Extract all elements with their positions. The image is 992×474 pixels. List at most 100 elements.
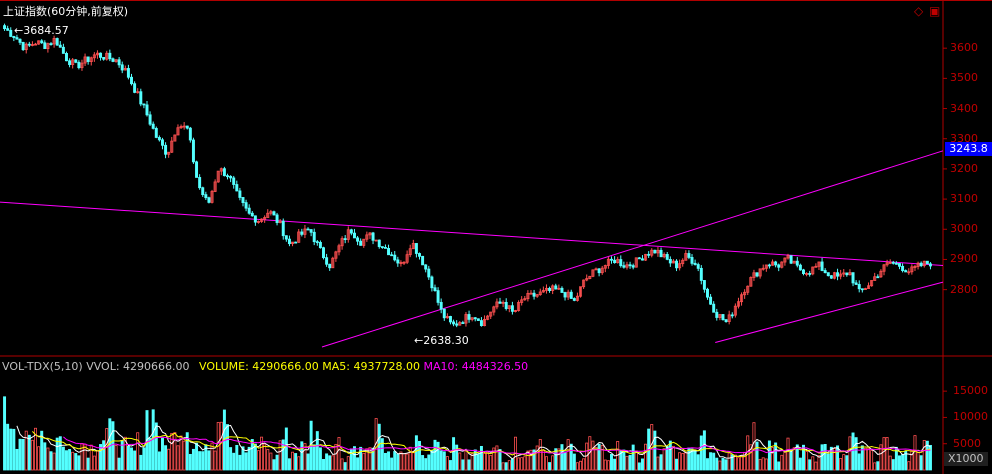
- volume-bar: [349, 448, 353, 471]
- candle-body: [232, 177, 236, 185]
- arrow-icon: ←: [14, 24, 24, 37]
- volume-bar: [164, 445, 168, 471]
- candle-body: [241, 197, 245, 204]
- volume-ma20-line: [63, 436, 931, 455]
- candle-body: [730, 314, 734, 317]
- candle-body: [40, 40, 44, 44]
- candle-body: [294, 241, 298, 244]
- candle-body: [442, 308, 446, 319]
- candle-body: [656, 249, 660, 254]
- candle-body: [863, 288, 867, 290]
- volume-bar: [232, 452, 236, 471]
- volume-bar: [9, 428, 13, 471]
- volume-bar: [241, 446, 245, 471]
- volume-bar: [839, 458, 843, 471]
- candle-body: [297, 231, 301, 243]
- volume-bar: [702, 430, 706, 471]
- volume-bar: [560, 444, 564, 471]
- candle-body: [408, 248, 412, 256]
- candle-body: [303, 228, 307, 235]
- volume-bar: [303, 443, 307, 471]
- candle-body: [492, 306, 496, 313]
- candle-body: [424, 264, 428, 270]
- candle-body: [839, 273, 843, 277]
- candle-body: [337, 245, 341, 253]
- volume-bar: [860, 445, 864, 471]
- volume-bar: [867, 448, 871, 471]
- volume-bar: [337, 437, 341, 471]
- volume-bar: [718, 460, 722, 471]
- volume-bar: [37, 446, 41, 471]
- candle-body: [882, 264, 886, 272]
- price-tick-label: 2900: [950, 252, 978, 266]
- volume-bar: [68, 449, 72, 471]
- candle-body: [541, 289, 545, 293]
- candle-body: [740, 294, 744, 303]
- candle-body: [167, 151, 171, 155]
- volume-bar: [925, 440, 929, 471]
- candle-body: [411, 243, 415, 250]
- volume-bar: [845, 455, 849, 471]
- candle-body: [445, 316, 449, 319]
- volume-bar: [198, 451, 202, 471]
- volume-bar: [625, 455, 629, 471]
- volume-bar: [761, 457, 765, 471]
- candle-body: [222, 168, 226, 177]
- candle-body: [483, 318, 487, 327]
- candle-body: [390, 254, 394, 257]
- candle-body: [467, 314, 471, 320]
- candle-body: [795, 260, 799, 266]
- volume-bar: [114, 445, 118, 471]
- candle-body: [306, 228, 310, 231]
- candle-body: [374, 239, 378, 242]
- volume-bar: [297, 456, 301, 471]
- candle-body: [820, 261, 824, 271]
- candle-body: [684, 253, 688, 261]
- candle-body: [774, 261, 778, 266]
- candle-body: [247, 207, 251, 214]
- volume-bar: [58, 436, 62, 471]
- candle-body: [532, 292, 536, 297]
- candle-body: [331, 257, 335, 269]
- candle-body: [399, 262, 403, 264]
- volume-bar: [826, 453, 830, 471]
- candle-body: [343, 238, 347, 241]
- candle-body: [244, 202, 248, 209]
- volume-bar: [287, 458, 291, 471]
- candle-body: [83, 56, 87, 64]
- candle-body: [913, 266, 917, 268]
- volume-bar: [523, 456, 527, 471]
- candle-body: [792, 260, 796, 264]
- candle-body: [359, 240, 363, 246]
- candle-body: [117, 59, 121, 66]
- candle-body: [557, 287, 561, 290]
- candle-body: [318, 242, 322, 249]
- candle-body: [925, 260, 929, 265]
- window-icon[interactable]: ▣: [929, 4, 941, 18]
- volume-bar: [569, 443, 573, 471]
- candle-body: [133, 83, 137, 93]
- volume-bar: [238, 454, 242, 471]
- candle-body: [867, 285, 871, 289]
- candle-body: [625, 264, 629, 268]
- volume-bar: [61, 446, 65, 471]
- volume-bar: [12, 428, 16, 471]
- candle-body: [563, 292, 567, 298]
- volume-bar: [659, 454, 663, 471]
- diamond-icon[interactable]: ◇: [914, 4, 924, 18]
- volume-bar: [634, 450, 638, 471]
- candle-body: [637, 257, 641, 260]
- volume-bar: [504, 462, 508, 471]
- candle-body: [588, 275, 592, 279]
- volume-bar: [681, 453, 685, 471]
- volume-bar: [656, 456, 660, 471]
- candle-body: [356, 237, 360, 242]
- candle-body: [182, 125, 186, 128]
- volume-bar: [247, 446, 251, 471]
- candle-body: [120, 64, 124, 71]
- volume-bar: [501, 462, 505, 471]
- axes: [943, 47, 947, 445]
- candle-body: [139, 91, 143, 105]
